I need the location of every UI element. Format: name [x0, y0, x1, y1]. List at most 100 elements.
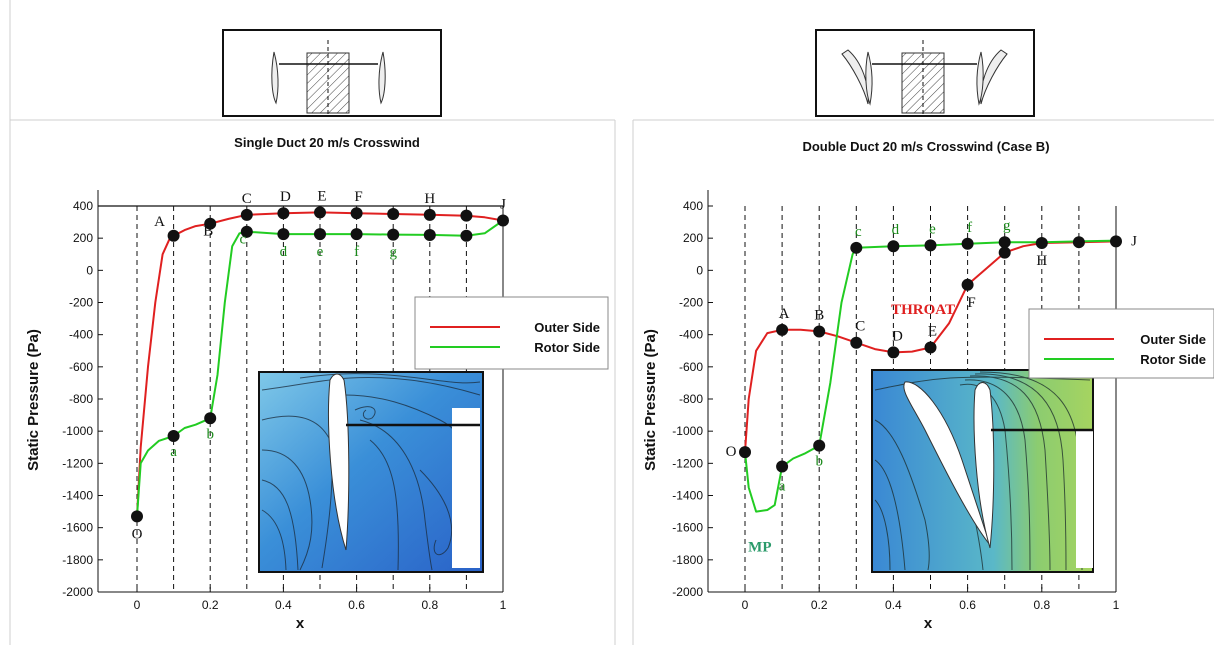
data-point [739, 446, 751, 459]
x-tick-label: 0.2 [811, 598, 828, 612]
data-point [998, 246, 1011, 259]
streamline-inset-double [871, 369, 1094, 573]
data-point [387, 228, 400, 241]
data-point [167, 429, 180, 442]
data-point [961, 278, 974, 291]
y-tick-label: -1200 [672, 456, 703, 470]
chart-layer: A B C D E F H J Oa b c d e f g Outer Side Rotor Side [131, 188, 609, 542]
chart-title: Single Duct 20 m/s Crosswind [234, 135, 420, 150]
point-label: J [500, 196, 506, 212]
data-point [813, 439, 826, 452]
data-point [314, 228, 326, 241]
data-point [460, 229, 473, 242]
point-label: B [203, 224, 213, 240]
point-label: a [170, 444, 177, 460]
point-label: e [317, 244, 324, 260]
point-label: c [855, 224, 862, 240]
y-tick-label: 0 [86, 263, 93, 277]
point-label: g [389, 245, 397, 261]
legend: Outer Side Rotor Side [1028, 308, 1214, 379]
schematic-double-duct [815, 29, 1035, 117]
point-label: E [317, 188, 326, 204]
legend-label: Rotor Side [1140, 352, 1206, 367]
data-point [850, 241, 863, 254]
x-tick-label: 0.4 [885, 598, 902, 612]
streamline-inset-single [258, 371, 484, 573]
data-point [850, 336, 863, 349]
y-tick-label: -1800 [672, 553, 703, 567]
data-point [277, 228, 290, 241]
y-tick-label: -400 [69, 328, 93, 342]
y-tick-label: 0 [696, 263, 703, 277]
y-tick-label: -200 [69, 296, 93, 310]
data-point [240, 208, 253, 221]
point-label: O [726, 444, 737, 460]
legend-label: Rotor Side [534, 340, 600, 355]
data-point [497, 214, 509, 227]
data-point [314, 206, 326, 219]
chart-title: Double Duct 20 m/s Crosswind (Case B) [802, 139, 1049, 154]
point-label: D [892, 328, 903, 344]
point-label: F [354, 189, 362, 205]
series-line-rotor-side [136, 219, 504, 517]
x-tick-label: 0 [134, 598, 141, 612]
x-tick-label: 0.4 [275, 598, 292, 612]
y-tick-label: -1600 [62, 521, 93, 535]
point-label: A [154, 214, 165, 230]
point-label: g [1003, 218, 1011, 234]
y-tick-label: -200 [679, 296, 703, 310]
point-label: f [967, 220, 972, 236]
y-tick-label: -1000 [62, 424, 93, 438]
data-point [423, 208, 436, 221]
data-point [776, 460, 789, 473]
legend-label: Outer Side [1140, 332, 1206, 347]
data-point [961, 237, 974, 250]
legend-label: Outer Side [534, 320, 600, 335]
data-point [277, 207, 290, 220]
data-point [423, 228, 436, 241]
point-label: MP [748, 540, 771, 556]
data-point [167, 229, 180, 242]
data-point [350, 228, 363, 241]
point-label: d [892, 222, 900, 238]
series-line-outer-side [136, 211, 504, 517]
point-label: f [354, 244, 359, 260]
x-tick-label: 0 [742, 598, 749, 612]
schematic-single-duct [222, 29, 442, 117]
point-label: e [929, 221, 936, 237]
point-label: E [928, 324, 937, 340]
x-tick-label: 0.6 [959, 598, 976, 612]
data-point [998, 236, 1011, 249]
point-label: C [855, 319, 865, 335]
x-tick-label: 1 [1113, 598, 1120, 612]
data-point [350, 207, 363, 220]
x-tick-label: 0.8 [1033, 598, 1050, 612]
data-point [240, 225, 253, 238]
y-tick-label: -1600 [672, 521, 703, 535]
data-point [1110, 235, 1122, 248]
point-label: c [239, 232, 246, 248]
x-axis-label: x [924, 615, 933, 632]
point-label: a [779, 479, 786, 495]
point-label: O [132, 526, 143, 542]
data-point [887, 240, 900, 253]
x-tick-label: 0.2 [202, 598, 219, 612]
point-label: C [242, 191, 252, 207]
data-point [924, 341, 937, 354]
point-label: b [815, 454, 823, 470]
point-label: J [1131, 233, 1137, 249]
chart-single-duct: 400 200 0 -200 -400 -600 -800 -1000 -1200 -1400 -1… [25, 135, 609, 632]
point-label: A [779, 306, 790, 322]
y-tick-label: 200 [683, 231, 703, 245]
data-point [460, 209, 473, 222]
point-label: H [1036, 253, 1047, 269]
y-tick-label: -1200 [62, 456, 93, 470]
point-label: B [814, 307, 824, 323]
y-tick-label: 400 [73, 199, 93, 213]
y-tick-label: -1000 [672, 424, 703, 438]
y-tick-label: -600 [69, 360, 93, 374]
legend: Outer Side Rotor Side [414, 296, 609, 370]
data-point [387, 208, 400, 221]
y-tick-label: -600 [679, 360, 703, 374]
data-point [204, 412, 217, 425]
